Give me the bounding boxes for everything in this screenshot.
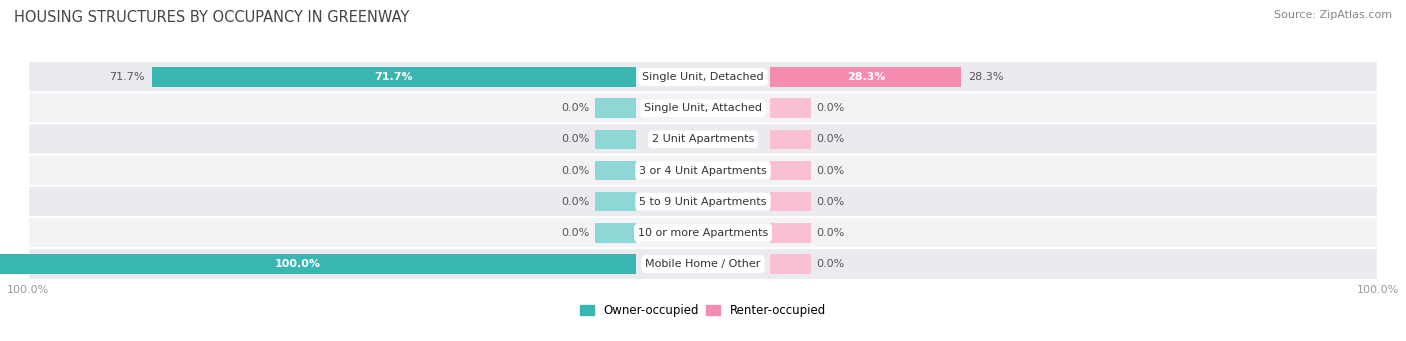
Bar [770, 254, 811, 274]
Bar [770, 192, 811, 211]
Text: 71.7%: 71.7% [374, 72, 413, 82]
FancyBboxPatch shape [28, 217, 1378, 249]
Text: 28.3%: 28.3% [969, 72, 1004, 82]
Text: 2 Unit Apartments: 2 Unit Apartments [652, 134, 754, 144]
Text: 0.0%: 0.0% [817, 197, 845, 207]
Text: HOUSING STRUCTURES BY OCCUPANCY IN GREENWAY: HOUSING STRUCTURES BY OCCUPANCY IN GREEN… [14, 10, 409, 25]
FancyBboxPatch shape [28, 154, 1378, 187]
Text: 0.0%: 0.0% [817, 103, 845, 113]
FancyBboxPatch shape [28, 248, 1378, 280]
FancyBboxPatch shape [28, 123, 1378, 155]
Legend: Owner-occupied, Renter-occupied: Owner-occupied, Renter-occupied [575, 299, 831, 322]
Bar [595, 161, 636, 180]
Bar [0, 254, 636, 274]
Bar [770, 130, 811, 149]
Text: 0.0%: 0.0% [817, 228, 845, 238]
Bar [770, 67, 962, 87]
Text: 0.0%: 0.0% [817, 134, 845, 144]
Bar [595, 223, 636, 242]
Text: Source: ZipAtlas.com: Source: ZipAtlas.com [1274, 10, 1392, 20]
Text: 3 or 4 Unit Apartments: 3 or 4 Unit Apartments [640, 165, 766, 176]
Text: Mobile Home / Other: Mobile Home / Other [645, 259, 761, 269]
Text: Single Unit, Detached: Single Unit, Detached [643, 72, 763, 82]
FancyBboxPatch shape [28, 92, 1378, 124]
Text: 0.0%: 0.0% [817, 165, 845, 176]
Bar [595, 99, 636, 118]
Text: 71.7%: 71.7% [110, 72, 145, 82]
Text: Single Unit, Attached: Single Unit, Attached [644, 103, 762, 113]
Text: 5 to 9 Unit Apartments: 5 to 9 Unit Apartments [640, 197, 766, 207]
Bar [770, 223, 811, 242]
Text: 0.0%: 0.0% [561, 103, 589, 113]
FancyBboxPatch shape [28, 61, 1378, 93]
FancyBboxPatch shape [28, 186, 1378, 218]
Text: 28.3%: 28.3% [846, 72, 886, 82]
Text: 0.0%: 0.0% [561, 134, 589, 144]
Text: 0.0%: 0.0% [561, 165, 589, 176]
Text: 0.0%: 0.0% [817, 259, 845, 269]
Text: 100.0%: 100.0% [276, 259, 321, 269]
Bar [595, 192, 636, 211]
Text: 0.0%: 0.0% [561, 228, 589, 238]
Text: 0.0%: 0.0% [561, 197, 589, 207]
Bar [770, 99, 811, 118]
Bar [770, 161, 811, 180]
Bar [595, 130, 636, 149]
Text: 10 or more Apartments: 10 or more Apartments [638, 228, 768, 238]
Bar [152, 67, 636, 87]
